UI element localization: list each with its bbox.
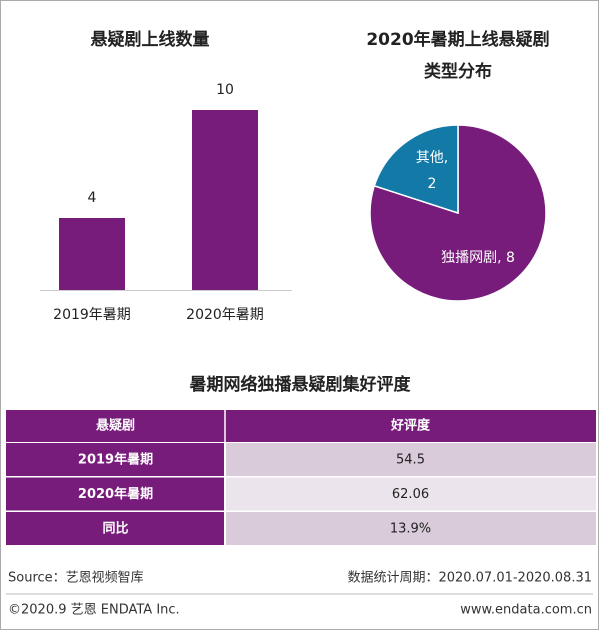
row-value: 62.06 — [392, 487, 429, 502]
website: www.endata.com.cn — [460, 603, 592, 618]
bar — [59, 218, 125, 290]
table-header — [6, 410, 596, 442]
row-value-cell — [226, 512, 596, 545]
row-label: 2020年暑期 — [78, 486, 153, 502]
row-value-cell — [226, 477, 596, 511]
pie-slice — [373, 124, 459, 215]
pie-title: 类型分布 — [424, 61, 492, 82]
row-label-cell — [6, 512, 224, 545]
row-label-cell — [6, 477, 224, 511]
bar — [192, 110, 258, 290]
source: Source：艺恩视频智库 — [8, 570, 144, 586]
header-cell: 悬疑剧 — [96, 418, 135, 434]
bar-title: 悬疑剧上线数量 — [91, 29, 210, 50]
pie-title: 2020年暑期上线悬疑剧 — [366, 29, 549, 50]
x-tick-label: 2019年暑期 — [53, 307, 131, 323]
value-label: 4 — [88, 190, 97, 206]
slice-label: 其他, — [416, 150, 448, 166]
copyright: ©2020.9 艺恩 ENDATA Inc. — [8, 603, 180, 618]
header-cell: 好评度 — [390, 418, 431, 434]
row-value-cell — [226, 443, 596, 476]
row-label: 2019年暑期 — [78, 452, 153, 468]
value-label: 10 — [216, 82, 234, 98]
slice-label: 独播网剧, 8 — [441, 250, 515, 266]
row-value: 13.9% — [390, 522, 431, 537]
row-label: 同比 — [102, 521, 128, 537]
row-label-cell — [6, 443, 224, 476]
table-title: 暑期网络独播悬疑剧集好评度 — [190, 374, 412, 395]
x-tick-label: 2020年暑期 — [186, 307, 264, 323]
row-value: 54.5 — [396, 453, 425, 468]
period: 数据统计周期：2020.07.01-2020.08.31 — [347, 571, 592, 586]
slice-label: 2 — [428, 176, 437, 192]
